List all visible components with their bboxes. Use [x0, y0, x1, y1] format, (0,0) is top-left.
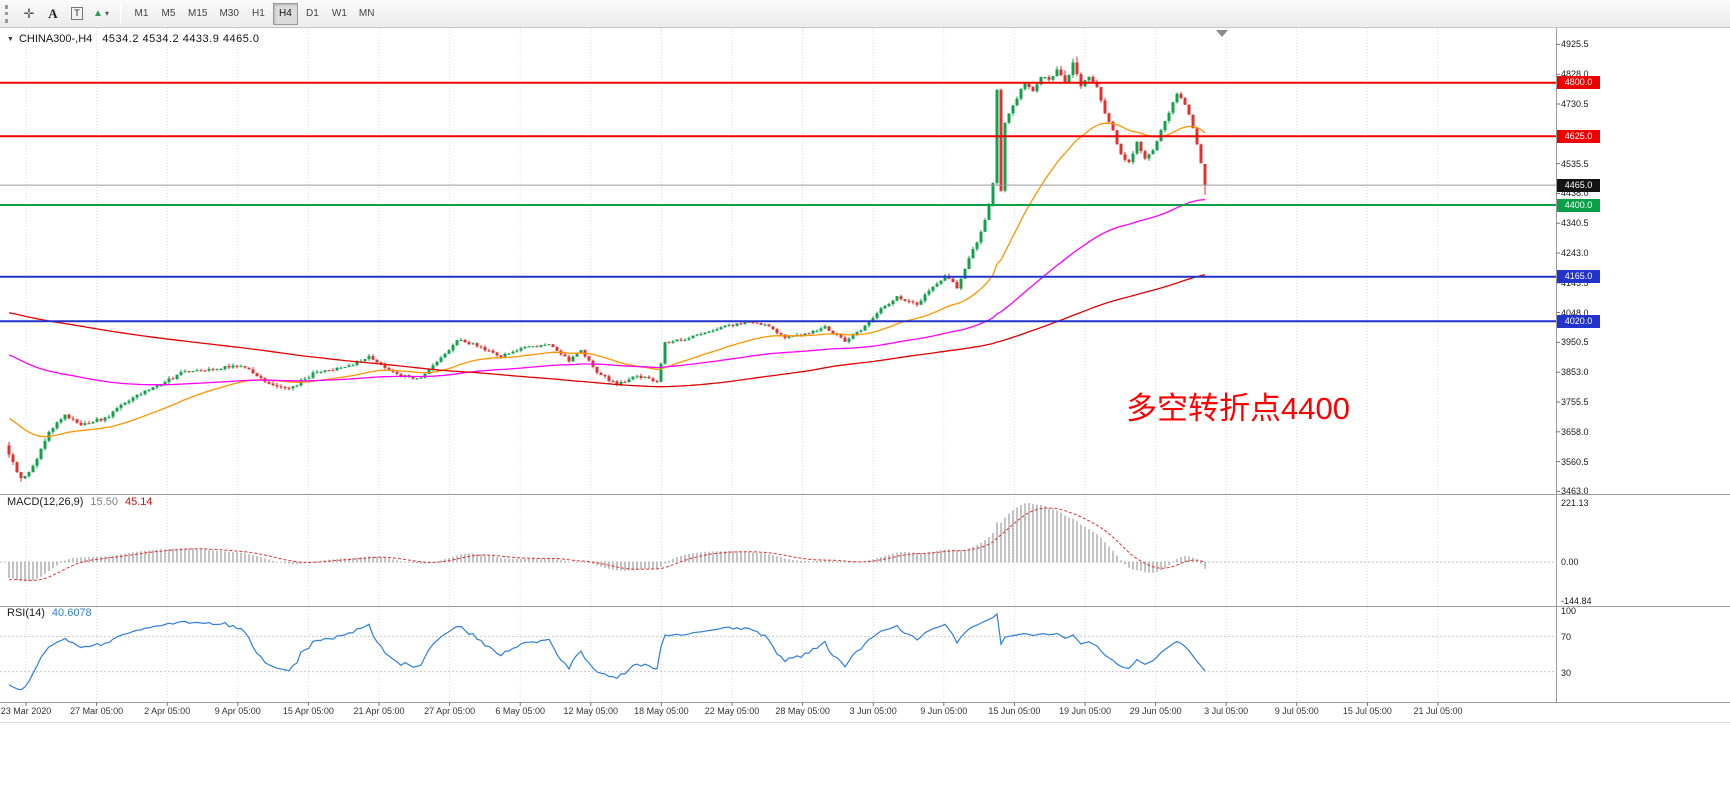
timeframe-button-w1[interactable]: W1	[327, 3, 352, 25]
macd-label: MACD(12,26,9) 15.50 45.14	[7, 496, 152, 508]
rsi-value: 40.6078	[51, 607, 92, 619]
period-separator-lines	[25, 28, 1439, 702]
candlesticks	[7, 56, 1207, 482]
axis-tick-marks	[25, 43, 1560, 706]
down-candle-bodies	[7, 62, 1207, 479]
crosshair-tool-button[interactable]: ✛	[18, 3, 40, 25]
up-candle-bodies	[23, 62, 1179, 479]
ohlc-values: 4534.2 4534.2 4433.9 4465.0	[102, 33, 260, 45]
text-label-icon: T	[71, 7, 83, 20]
timeframe-button-m15[interactable]: M15	[183, 3, 212, 25]
timeframe-button-m1[interactable]: M1	[129, 3, 154, 25]
toolbar-separator	[120, 3, 121, 24]
timeframe-button-h4[interactable]: H4	[272, 2, 298, 25]
text-label-tool-button[interactable]: T	[66, 3, 88, 25]
timeframe-button-h1[interactable]: H1	[246, 3, 271, 25]
sma-200-line	[8, 274, 1206, 388]
text-tool-button[interactable]: A	[42, 3, 64, 25]
timeframe-button-mn[interactable]: MN	[354, 3, 380, 25]
arrows-tool-button[interactable]: ▲ ▾	[90, 3, 112, 25]
down-candle-wicks	[8, 56, 1206, 482]
horizontal-level-lines	[0, 81, 1556, 323]
macd-signal-line	[8, 507, 1206, 581]
symbol-period-label: CHINA300-,H4	[18, 33, 93, 45]
macd-value-signal: 45.14	[124, 496, 153, 508]
crosshair-icon: ✛	[23, 5, 35, 21]
line-studies-toolbar: ✛ A T ▲ ▾	[17, 3, 113, 25]
chart-annotation-text[interactable]: 多空转折点4400	[1126, 391, 1350, 426]
up-candle-wicks	[24, 58, 1178, 480]
arrows-icon: ▲	[93, 8, 103, 19]
chevron-down-icon: ▾	[104, 9, 109, 18]
macd-value-main: 15.50	[90, 496, 118, 508]
toolbar: ✛ A T ▲ ▾ M1 M5 M15 M30 H1 H4 D1 W1 MN	[0, 0, 1730, 28]
timeframe-button-m5[interactable]: M5	[156, 3, 181, 25]
macd-histogram	[8, 503, 1206, 582]
text-icon: A	[48, 5, 58, 21]
rsi-line	[8, 612, 1206, 691]
ema-120-line	[8, 199, 1206, 386]
timeframes-toolbar: M1 M5 M15 M30 H1 H4 D1 W1 MN	[128, 2, 380, 25]
symbol-dropdown-icon[interactable]: ▼	[7, 35, 14, 43]
timeframe-button-m30[interactable]: M30	[214, 3, 243, 25]
macd-name: MACD(12,26,9)	[7, 496, 84, 508]
timeframe-button-d1[interactable]: D1	[300, 3, 325, 25]
toolbar-grip[interactable]	[5, 4, 10, 23]
chart-shift-marker-icon	[1216, 30, 1228, 37]
chart-title: ▼ CHINA300-,H4 4534.2 4534.2 4433.9 4465…	[7, 33, 260, 45]
rsi-name: RSI(14)	[7, 607, 45, 619]
rsi-label: RSI(14) 40.6078	[7, 607, 92, 619]
ema-34-line	[8, 122, 1206, 438]
